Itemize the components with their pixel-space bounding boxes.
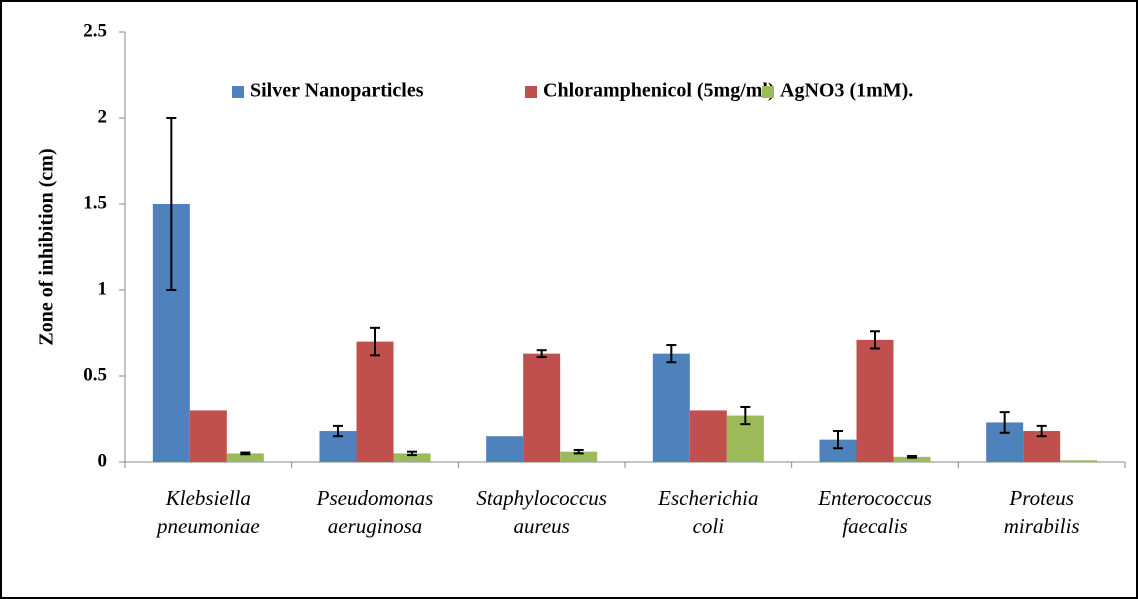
y-tick-label: 1 xyxy=(98,278,108,299)
legend-label: Silver Nanoparticles xyxy=(250,80,424,102)
x-tick-label: mirabilis xyxy=(1004,514,1080,538)
error-bar xyxy=(536,349,547,359)
x-tick-label: Enterococcus xyxy=(817,486,932,510)
y-tick-label: 0 xyxy=(98,450,108,471)
legend-swatch xyxy=(525,86,537,98)
error-bar xyxy=(870,330,880,350)
error-bar xyxy=(333,424,343,438)
error-bar xyxy=(1036,424,1047,438)
bar xyxy=(1060,460,1098,462)
bar xyxy=(652,353,690,462)
x-tick-label: faecalis xyxy=(842,514,907,538)
x-tick-label: Klebsiella xyxy=(165,486,251,510)
x-tick-label: aeruginosa xyxy=(328,514,423,538)
x-tick-label: aureus xyxy=(513,514,569,538)
bar xyxy=(689,410,727,462)
error-bar xyxy=(907,454,917,459)
x-tick-label: coli xyxy=(693,514,725,538)
bar xyxy=(523,353,561,462)
x-tick-label: Escherichia xyxy=(657,486,758,510)
x-tick-label: pneumoniae xyxy=(155,514,260,538)
bar xyxy=(356,341,394,462)
bar xyxy=(189,410,227,462)
bar xyxy=(560,451,598,462)
legend-swatch xyxy=(232,86,244,98)
bar xyxy=(819,439,857,462)
bar xyxy=(856,339,894,462)
bar xyxy=(226,453,264,462)
y-tick-label: 2.5 xyxy=(83,20,107,41)
y-tick-label: 1.5 xyxy=(83,192,107,213)
x-tick-label: Proteus xyxy=(1008,486,1074,510)
error-bar xyxy=(573,448,584,455)
y-axis-label: Zone of inhibition (cm) xyxy=(36,148,58,345)
error-bar xyxy=(166,117,177,291)
error-bar xyxy=(370,326,380,357)
x-tick-label: Staphylococcus xyxy=(476,486,607,510)
y-tick-label: 2 xyxy=(98,106,108,127)
x-tick-label: Pseudomonas xyxy=(316,486,434,510)
legend-swatch xyxy=(762,86,774,98)
error-bar xyxy=(740,405,751,426)
error-bar xyxy=(240,451,251,456)
error-bar xyxy=(666,344,677,364)
y-tick-label: 0.5 xyxy=(83,364,107,385)
legend-label: AgNO3 (1mM). xyxy=(780,80,913,102)
error-bar xyxy=(833,430,843,450)
error-bar xyxy=(999,411,1010,434)
bar xyxy=(393,453,431,462)
error-bar xyxy=(407,450,417,457)
bar xyxy=(893,456,931,462)
bar xyxy=(486,436,524,462)
legend-label: Chloramphenicol (5mg/ml) xyxy=(543,80,775,102)
